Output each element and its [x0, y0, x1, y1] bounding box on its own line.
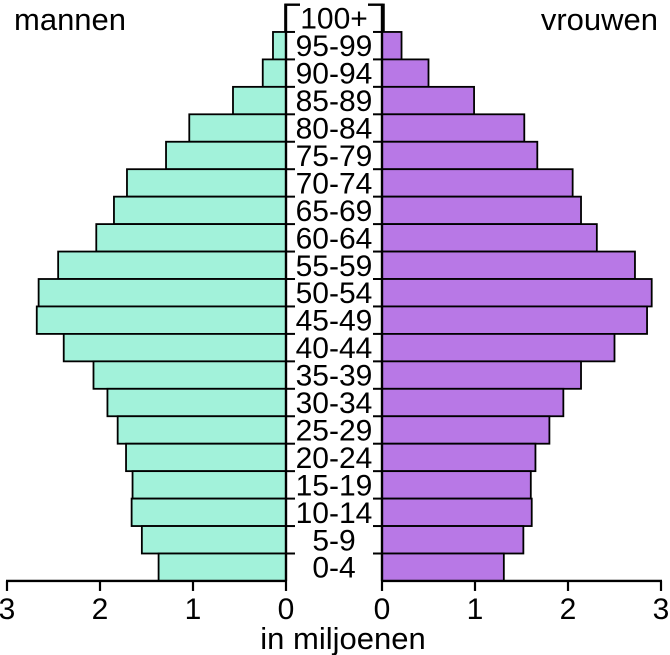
- age-group-label-55-59: 55-59: [296, 250, 373, 283]
- age-group-label-35-39: 35-39: [296, 360, 373, 393]
- right-value-axis-tick-label-1: 1: [467, 593, 484, 626]
- bar-vrouwen-0-4: [381, 552, 505, 582]
- bar-mannen-65-69: [113, 195, 287, 225]
- bar-vrouwen-30-34: [381, 387, 565, 418]
- series-title-mannen: mannen: [14, 2, 127, 37]
- age-group-label-80-84: 80-84: [296, 113, 373, 146]
- bar-vrouwen-50-54: [381, 278, 653, 308]
- bar-vrouwen-85-89: [381, 85, 475, 116]
- age-group-label-20-24: 20-24: [296, 442, 373, 475]
- age-group-label-45-49: 45-49: [296, 305, 373, 338]
- bar-mannen-20-24: [125, 442, 287, 473]
- left-value-axis-tick-label-0: 0: [278, 593, 295, 626]
- left-value-axis-tick-label-1: 1: [185, 593, 202, 626]
- bar-mannen-40-44: [62, 332, 287, 363]
- bar-vrouwen-55-59: [381, 250, 636, 280]
- age-group-label-30-34: 30-34: [296, 387, 373, 420]
- age-group-label-50-54: 50-54: [296, 277, 373, 310]
- bar-mannen-30-34: [106, 387, 287, 418]
- bar-vrouwen-20-24: [381, 442, 537, 473]
- bar-vrouwen-25-29: [381, 415, 551, 445]
- series-title-vrouwen: vrouwen: [540, 2, 658, 37]
- age-group-label-25-29: 25-29: [296, 414, 373, 447]
- bar-vrouwen-65-69: [381, 195, 582, 225]
- age-group-label-95-99: 95-99: [296, 30, 373, 63]
- bar-mannen-50-54: [37, 278, 287, 308]
- right-value-axis-tick-label-0: 0: [374, 593, 391, 626]
- bar-mannen-90-94: [261, 58, 287, 88]
- age-group-label-60-64: 60-64: [296, 222, 373, 255]
- left-value-axis-tick-label-3: 3: [0, 593, 15, 626]
- left-value-axis-tick-label-2: 2: [92, 593, 109, 626]
- age-group-label-0-4: 0-4: [312, 552, 355, 585]
- bar-mannen-70-74: [126, 168, 287, 198]
- age-group-label-90-94: 90-94: [296, 58, 373, 91]
- bar-mannen-45-49: [35, 305, 287, 335]
- bar-vrouwen-75-79: [381, 140, 539, 171]
- bar-vrouwen-90-94: [381, 58, 430, 88]
- bar-vrouwen-40-44: [381, 332, 616, 363]
- bar-mannen-85-89: [232, 85, 287, 116]
- bar-mannen-5-9: [140, 525, 287, 555]
- bar-mannen-15-19: [131, 470, 287, 500]
- age-group-label-70-74: 70-74: [296, 167, 373, 200]
- bar-vrouwen-70-74: [381, 168, 574, 198]
- bar-vrouwen-80-84: [381, 113, 526, 143]
- bar-mannen-35-39: [92, 360, 287, 390]
- bar-mannen-0-4: [157, 552, 287, 582]
- age-group-label-40-44: 40-44: [296, 332, 373, 365]
- age-group-label-15-19: 15-19: [296, 469, 373, 502]
- age-group-label-10-14: 10-14: [296, 497, 373, 530]
- bar-mannen-60-64: [95, 223, 287, 253]
- bar-vrouwen-15-19: [381, 470, 532, 500]
- x-axis-label: in miljoenen: [260, 621, 426, 655]
- bar-vrouwen-95-99: [381, 31, 403, 61]
- age-group-label-100+: 100+: [300, 3, 368, 36]
- bar-vrouwen-60-64: [381, 223, 598, 253]
- age-group-label-85-89: 85-89: [296, 85, 373, 118]
- bar-mannen-55-59: [57, 250, 287, 280]
- bar-vrouwen-35-39: [381, 360, 582, 390]
- right-value-axis-tick-label-3: 3: [653, 593, 670, 626]
- right-value-axis-tick-label-2: 2: [560, 593, 577, 626]
- age-group-label-5-9: 5-9: [312, 524, 355, 557]
- bar-mannen-75-79: [165, 140, 287, 171]
- bar-mannen-80-84: [188, 113, 287, 143]
- bar-mannen-10-14: [130, 497, 287, 527]
- age-group-label-75-79: 75-79: [296, 140, 373, 173]
- age-group-label-65-69: 65-69: [296, 195, 373, 228]
- bar-vrouwen-10-14: [381, 497, 533, 527]
- bar-vrouwen-45-49: [381, 305, 648, 335]
- bar-vrouwen-5-9: [381, 525, 525, 555]
- bar-mannen-25-29: [116, 415, 287, 445]
- bar-mannen-95-99: [272, 31, 287, 61]
